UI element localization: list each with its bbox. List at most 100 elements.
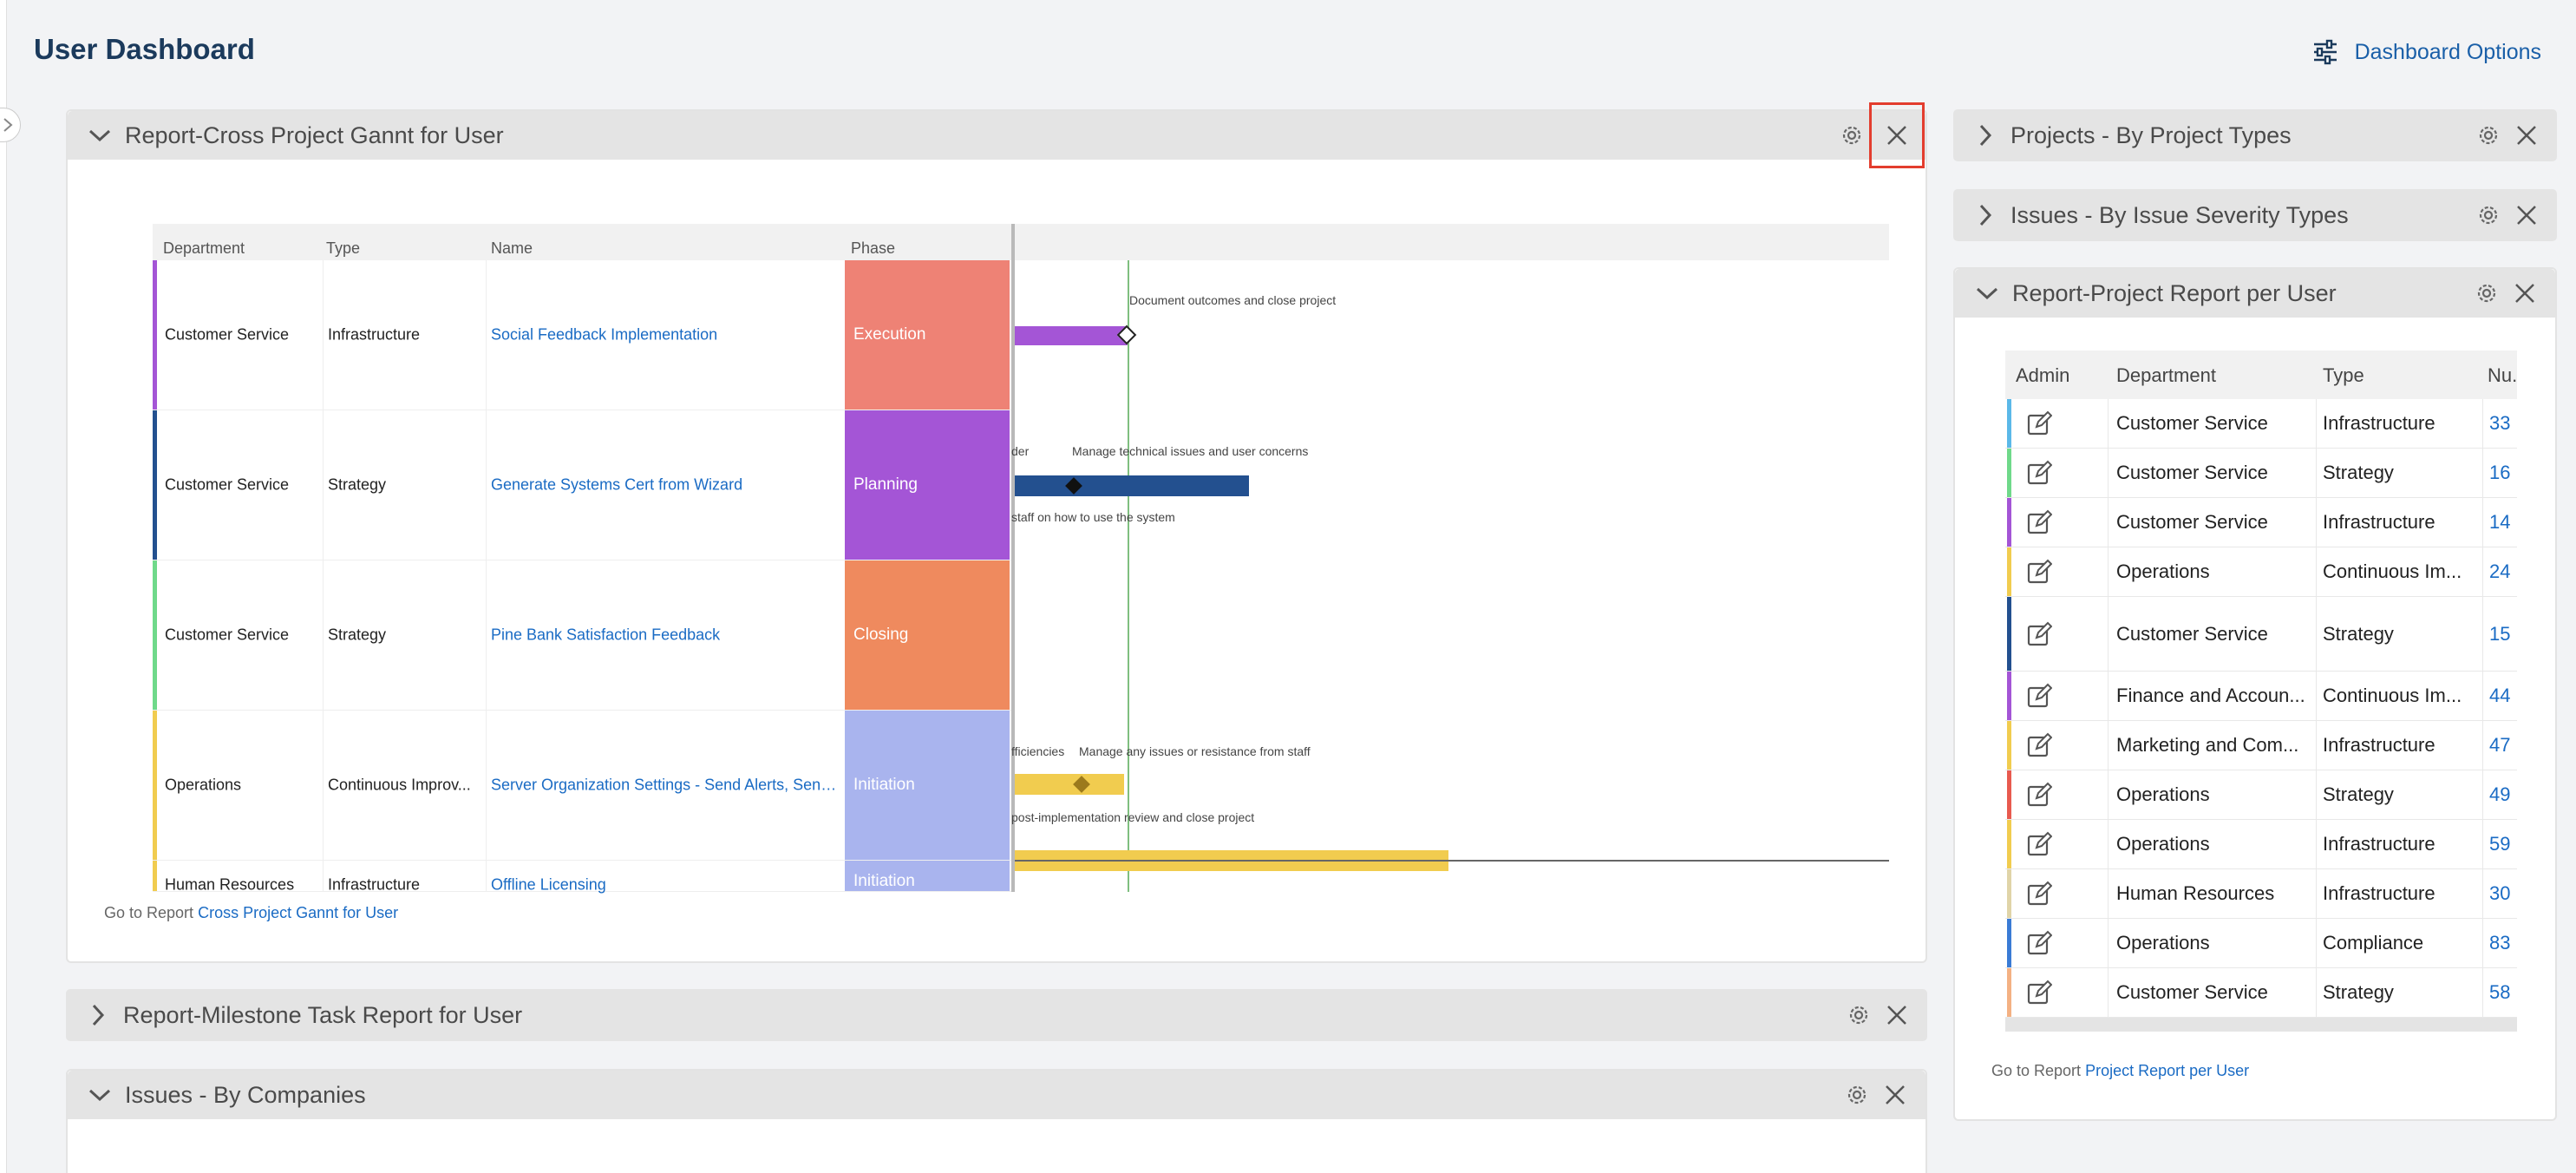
project-link[interactable]: Offline Licensing bbox=[491, 875, 606, 894]
close-panel-button[interactable] bbox=[2508, 197, 2545, 233]
edit-icon[interactable] bbox=[2026, 509, 2052, 535]
gantt-connector bbox=[1015, 860, 1889, 862]
cell-department: Finance and Accoun... bbox=[2116, 685, 2305, 706]
project-link[interactable]: Pine Bank Satisfaction Feedback bbox=[491, 626, 721, 644]
row-color-bar bbox=[153, 861, 157, 891]
project-report-panel: Report-Project Report per User Admin Dep… bbox=[1953, 267, 2557, 1121]
cell-number-link[interactable]: 47 bbox=[2489, 734, 2511, 756]
table-row[interactable]: Operations Compliance 83 bbox=[2005, 919, 2517, 968]
collapse-toggle[interactable] bbox=[1971, 277, 2004, 310]
edit-icon[interactable] bbox=[2026, 732, 2052, 758]
close-panel-button[interactable] bbox=[2507, 275, 2543, 311]
edit-icon[interactable] bbox=[2026, 980, 2052, 1006]
edit-icon[interactable] bbox=[2026, 831, 2052, 857]
gantt-row[interactable]: Customer Service Strategy Pine Bank Satisf… bbox=[153, 560, 1011, 711]
edit-icon[interactable] bbox=[2026, 782, 2052, 808]
cell-divider bbox=[486, 260, 487, 410]
gear-icon bbox=[1849, 1006, 1868, 1025]
cell-divider bbox=[2108, 498, 2109, 547]
expand-toggle[interactable] bbox=[1969, 199, 2002, 232]
sidebar-expand-button[interactable] bbox=[0, 108, 21, 142]
gantt-splitter[interactable] bbox=[1011, 224, 1015, 892]
cell-number-link[interactable]: 58 bbox=[2489, 981, 2511, 1003]
table-row[interactable]: Customer Service Strategy 58 bbox=[2005, 968, 2517, 1018]
edit-icon[interactable] bbox=[2026, 930, 2052, 956]
gantt-bar[interactable] bbox=[1015, 774, 1124, 795]
col-department: Department bbox=[2116, 364, 2216, 386]
table-row[interactable]: Operations Continuous Im... 24 bbox=[2005, 547, 2517, 597]
expand-toggle[interactable] bbox=[82, 999, 114, 1032]
table-row[interactable]: Marketing and Com... Infrastructure 47 bbox=[2005, 721, 2517, 770]
table-row[interactable]: Operations Infrastructure 59 bbox=[2005, 820, 2517, 869]
cell-number-link[interactable]: 15 bbox=[2489, 622, 2511, 645]
goto-report-link: Go to Report Project Report per User bbox=[1991, 1062, 2249, 1080]
project-link[interactable]: Server Organization Settings - Send Aler… bbox=[491, 776, 838, 794]
gantt-row[interactable]: Operations Continuous Improv... Server Org… bbox=[153, 711, 1011, 861]
cell-divider bbox=[486, 861, 487, 891]
cell-divider bbox=[2108, 672, 2109, 720]
close-panel-button[interactable] bbox=[1879, 997, 1915, 1033]
table-row[interactable]: Operations Strategy 49 bbox=[2005, 770, 2517, 820]
project-types-panel-header: Projects - By Project Types bbox=[1953, 109, 2557, 161]
report-link[interactable]: Project Report per User bbox=[2085, 1062, 2250, 1079]
table-row[interactable]: Customer Service Infrastructure 33 bbox=[2005, 399, 2517, 449]
settings-button[interactable] bbox=[2468, 275, 2505, 311]
cell-number-link[interactable]: 30 bbox=[2489, 882, 2511, 904]
expand-toggle[interactable] bbox=[1969, 119, 2002, 152]
table-row[interactable]: Customer Service Strategy 16 bbox=[2005, 449, 2517, 498]
dashboard-options-button[interactable]: Dashboard Options bbox=[2311, 38, 2541, 66]
panel-title: Projects - By Project Types bbox=[2010, 121, 2292, 148]
edit-icon[interactable] bbox=[2026, 460, 2052, 486]
cell-number-link[interactable]: 44 bbox=[2489, 685, 2511, 706]
cell-number-link[interactable]: 16 bbox=[2489, 462, 2511, 483]
settings-button[interactable] bbox=[1834, 117, 1870, 154]
gantt-row[interactable]: Human Resources Infrastructure Offline Lic… bbox=[153, 861, 1011, 894]
table-row[interactable]: Customer Service Strategy 15 bbox=[2005, 597, 2517, 672]
close-panel-button[interactable] bbox=[1869, 102, 1925, 168]
cell-divider bbox=[2316, 547, 2317, 596]
edit-icon[interactable] bbox=[2026, 683, 2052, 709]
collapse-toggle[interactable] bbox=[83, 119, 116, 152]
table-row[interactable]: Human Resources Infrastructure 30 bbox=[2005, 869, 2517, 919]
cell-number-link[interactable]: 14 bbox=[2489, 511, 2511, 533]
settings-button[interactable] bbox=[2470, 117, 2507, 154]
horizontal-scrollbar[interactable] bbox=[2005, 1018, 2517, 1032]
gantt-row[interactable]: Customer Service Infrastructure Social Fee… bbox=[153, 260, 1011, 410]
cell-number-link[interactable]: 49 bbox=[2489, 783, 2511, 805]
edit-icon[interactable] bbox=[2026, 559, 2052, 585]
cell-divider bbox=[2108, 919, 2109, 967]
chevron-down-icon bbox=[1976, 287, 1998, 300]
edit-icon[interactable] bbox=[2026, 881, 2052, 907]
gantt-bar[interactable] bbox=[1015, 475, 1249, 496]
project-link[interactable]: Social Feedback Implementation bbox=[491, 325, 718, 344]
collapse-toggle[interactable] bbox=[83, 1078, 116, 1111]
gantt-row[interactable]: Customer Service Strategy Generate Systems… bbox=[153, 410, 1011, 560]
table-row[interactable]: Customer Service Infrastructure 14 bbox=[2005, 498, 2517, 547]
cell-divider bbox=[2316, 672, 2317, 720]
cell-divider bbox=[2482, 721, 2483, 770]
cell-number-link[interactable]: 24 bbox=[2489, 560, 2511, 582]
gear-icon bbox=[2479, 126, 2498, 145]
close-panel-button[interactable] bbox=[2508, 117, 2545, 154]
cell-number-link[interactable]: 83 bbox=[2489, 932, 2511, 953]
cell-department: Human Resources bbox=[2116, 882, 2275, 904]
edit-icon[interactable] bbox=[2026, 621, 2052, 647]
settings-button[interactable] bbox=[1840, 997, 1877, 1033]
close-panel-button[interactable] bbox=[1877, 1077, 1913, 1113]
timeline-label: Document outcomes and close project bbox=[1129, 293, 1337, 307]
col-phase: Phase bbox=[851, 239, 896, 257]
settings-button[interactable] bbox=[1839, 1077, 1875, 1113]
cell-number-link[interactable]: 33 bbox=[2489, 412, 2511, 434]
row-color-bar bbox=[153, 410, 157, 560]
col-type: Type bbox=[326, 239, 361, 257]
table-row[interactable]: Finance and Accoun... Continuous Im... 44 bbox=[2005, 672, 2517, 721]
project-link[interactable]: Generate Systems Cert from Wizard bbox=[491, 475, 743, 494]
gantt-bar[interactable] bbox=[1015, 326, 1128, 345]
cell-divider bbox=[2316, 597, 2317, 671]
goto-prefix: Go to Report bbox=[104, 904, 194, 921]
report-link[interactable]: Cross Project Gannt for User bbox=[198, 904, 399, 921]
settings-button[interactable] bbox=[2470, 197, 2507, 233]
chevron-down-icon bbox=[88, 1089, 111, 1102]
cell-number-link[interactable]: 59 bbox=[2489, 833, 2511, 855]
edit-icon[interactable] bbox=[2026, 410, 2052, 436]
